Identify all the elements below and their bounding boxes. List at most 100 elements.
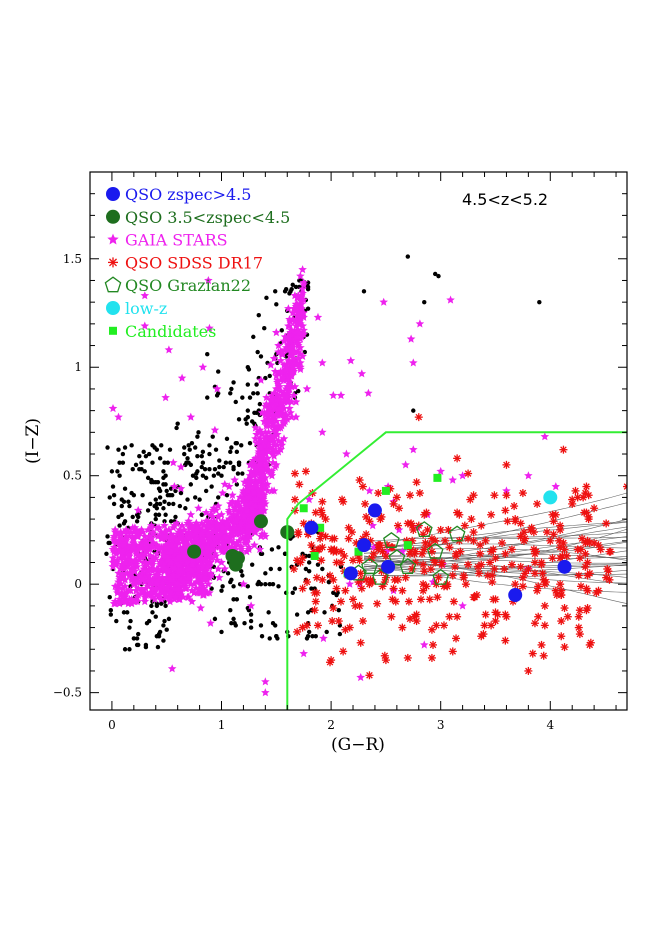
qso-sdss-dr17-point — [450, 562, 459, 571]
field-source-point — [203, 475, 209, 481]
gaia-stars-point — [239, 495, 248, 504]
gaia-stars-point — [213, 501, 223, 510]
gaia-stars-point — [190, 529, 200, 538]
qso-sdss-dr17-point — [540, 580, 549, 589]
legend-label: QSO Grazian22 — [125, 276, 251, 295]
gaia-stars-point — [227, 529, 236, 538]
gaia-stars-point — [120, 558, 130, 567]
gaia-stars-point — [287, 371, 296, 380]
gaia-stars-point — [199, 575, 209, 584]
legend-marker — [104, 276, 122, 293]
gaia-stars-point — [135, 542, 144, 551]
field-source-point — [161, 506, 166, 511]
field-source-point — [210, 434, 215, 439]
field-source-point — [195, 469, 200, 474]
gaia-stars-point — [239, 527, 248, 536]
gaia-stars-point — [161, 532, 170, 541]
field-source-point — [249, 419, 255, 424]
field-source-point — [162, 618, 167, 624]
gaia-stars-point — [246, 499, 256, 508]
field-source-point — [232, 621, 237, 626]
gaia-stars-point — [276, 367, 285, 376]
gaia-stars-point — [210, 523, 220, 532]
gaia-stars-point — [284, 336, 293, 345]
field-source-point — [175, 421, 180, 426]
field-source-point — [251, 391, 256, 396]
gaia-stars-point — [115, 599, 124, 608]
gaia-stars-point — [186, 510, 196, 519]
qso-sdss-dr17-point — [332, 584, 341, 593]
qso-sdss-dr17-point — [527, 523, 536, 532]
field-source-point — [150, 443, 155, 448]
field-source-point — [157, 495, 163, 500]
gaia-stars-point — [147, 534, 156, 543]
gaia-stars-point — [293, 354, 303, 363]
qso-sdss-dr17-point — [365, 671, 374, 680]
gaia-stars-point — [268, 449, 278, 458]
gaia-stars-point — [277, 347, 287, 356]
qso-sdss-dr17-point — [415, 489, 424, 498]
qso-sdss-dr17-point — [349, 595, 358, 604]
gaia-stars-point — [222, 518, 232, 528]
gaia-stars-point — [174, 553, 183, 562]
field-source-point — [229, 577, 234, 583]
field-source-point — [433, 271, 438, 277]
gaia-stars-point — [170, 564, 179, 573]
qso-sdss-dr17-point — [355, 556, 364, 565]
field-source-point — [116, 447, 121, 452]
gaia-stars-point — [245, 508, 255, 517]
qso-sdss-dr17-point — [576, 545, 585, 554]
gaia-stars-point — [268, 419, 278, 428]
field-source-point — [205, 395, 210, 400]
qso-sdss-dr17-point — [358, 482, 367, 491]
gaia-stars-point — [448, 475, 457, 484]
gaia-stars-point — [228, 490, 237, 499]
qso-grazian22-point — [388, 549, 406, 566]
field-source-point — [306, 568, 312, 574]
gaia-stars-point — [230, 523, 239, 532]
gaia-stars-point — [458, 471, 467, 480]
field-source-point — [305, 306, 311, 311]
field-source-point — [129, 443, 134, 448]
field-source-point — [257, 401, 263, 407]
qso-sdss-dr17-point — [409, 525, 418, 534]
qso-sdss-dr17-point — [357, 584, 366, 593]
qso-sdss-dr17-point — [429, 640, 438, 649]
field-source-point — [233, 399, 238, 405]
gaia-stars-point — [261, 434, 270, 443]
gaia-stars-point — [270, 367, 280, 376]
field-source-point — [129, 490, 134, 496]
qso-sdss-dr17-point — [336, 597, 345, 606]
gaia-stars-point — [200, 566, 210, 575]
qso-sdss-dr17-point — [481, 610, 490, 619]
qso-sdss-dr17-point — [489, 595, 498, 604]
gaia-stars-point — [277, 399, 287, 408]
field-source-point — [247, 594, 253, 600]
gaia-stars-point — [188, 555, 198, 564]
qso-sdss-dr17-point — [556, 580, 565, 589]
gaia-stars-point — [364, 388, 373, 397]
gaia-stars-point — [116, 547, 125, 556]
qso-zspec-4-5-point — [356, 538, 371, 553]
gaia-stars-point — [189, 579, 199, 588]
gaia-stars-point — [140, 573, 150, 582]
field-source-point — [211, 473, 217, 478]
field-source-point — [163, 473, 168, 478]
gaia-stars-point — [261, 427, 270, 436]
qso-sdss-dr17-point — [313, 621, 322, 630]
legend-label: QSO SDSS DR17 — [125, 253, 263, 272]
gaia-stars-point — [284, 397, 293, 406]
gaia-stars-point — [266, 360, 276, 369]
qso-sdss-dr17-point — [310, 606, 319, 615]
gaia-stars-point — [133, 590, 143, 599]
qso-sdss-dr17-point — [347, 528, 356, 537]
gaia-stars-point — [246, 601, 256, 610]
gaia-stars-point — [129, 534, 139, 543]
field-source-point — [264, 295, 269, 301]
qso-sdss-dr17-point — [419, 580, 428, 589]
gaia-stars-point — [121, 525, 131, 534]
qso-sdss-dr17-point — [365, 517, 374, 526]
gaia-stars-point — [114, 412, 123, 421]
field-source-point — [150, 460, 155, 465]
field-source-point — [145, 475, 151, 481]
